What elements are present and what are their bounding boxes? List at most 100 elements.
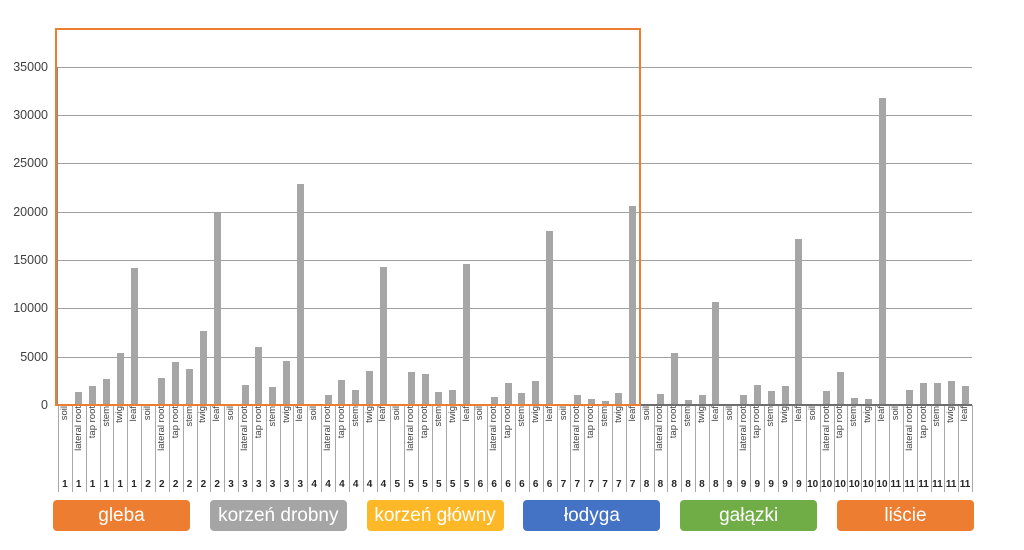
bar-4-lateral-root xyxy=(324,394,332,405)
tick-separator xyxy=(182,405,184,492)
tick-separator xyxy=(376,405,378,492)
y-axis-tick-label: 25000 xyxy=(13,156,48,171)
bar-5-leaf xyxy=(463,263,470,405)
bar-7-tap-root xyxy=(587,398,595,405)
group-number-label: 3 xyxy=(269,479,276,490)
bar-11-tap-root xyxy=(920,382,927,405)
tick-separator xyxy=(584,405,586,492)
group-number-label: 2 xyxy=(172,479,179,490)
y-axis-tick-label: 5000 xyxy=(20,349,48,364)
group-number-label: 6 xyxy=(505,479,511,490)
tick-separator xyxy=(916,405,918,492)
tick-separator xyxy=(639,405,641,492)
group-number-label: 8 xyxy=(685,479,691,490)
tick-separator xyxy=(459,405,461,492)
bar-2-twig xyxy=(199,330,207,405)
legend-item-lodyga: łodyga xyxy=(523,500,661,531)
bar-9-twig xyxy=(781,386,789,405)
x-tick-label: soil xyxy=(806,406,818,421)
x-tick-label: leaf xyxy=(792,406,804,422)
tick-separator xyxy=(251,405,253,492)
tick-separator xyxy=(348,405,350,492)
bar-10-lateral-root xyxy=(823,390,831,405)
tick-separator xyxy=(113,405,115,492)
tick-separator xyxy=(279,405,281,492)
x-tick-label: stem xyxy=(765,406,777,427)
bar-3-tap-root xyxy=(255,347,263,405)
group-number-label: 6 xyxy=(546,479,553,490)
x-tick-label: tap root xyxy=(252,406,264,439)
group-number-label: 2 xyxy=(186,479,193,490)
tick-separator xyxy=(902,405,904,492)
group-number-label: 1 xyxy=(62,479,68,490)
x-tick-label: lateral root xyxy=(903,406,915,451)
bar-3-stem xyxy=(269,386,277,405)
tick-separator xyxy=(930,405,932,492)
x-tick-label: tap root xyxy=(502,406,514,439)
x-tick-label: tap root xyxy=(419,406,430,439)
group-number-label: 10 xyxy=(834,479,846,490)
tick-separator xyxy=(653,405,655,492)
group-number-label: 1 xyxy=(131,479,137,490)
x-tick-label: leaf xyxy=(626,406,638,422)
bar-1-twig xyxy=(116,353,124,405)
x-tick-label: tap root xyxy=(834,406,846,439)
bar-8-lateral-root xyxy=(656,393,664,405)
x-tick-label: twig xyxy=(612,406,624,423)
group-number-label: 5 xyxy=(422,479,428,490)
gridline xyxy=(58,356,972,358)
gridline xyxy=(58,259,972,261)
x-tick-label: tap root xyxy=(585,406,597,439)
bar-5-lateral-root xyxy=(407,371,415,405)
x-tick-label: soil xyxy=(889,406,901,421)
x-tick-label: stem xyxy=(183,406,195,427)
x-tick-label: soil xyxy=(474,406,486,421)
x-tick-label: lateral root xyxy=(405,406,417,451)
highlight-rectangle xyxy=(55,28,641,406)
group-number-label: 11 xyxy=(904,479,915,490)
group-number-label: 4 xyxy=(380,479,387,490)
tick-separator xyxy=(71,405,73,492)
x-tick-label: twig xyxy=(779,406,790,423)
bar-7-leaf xyxy=(629,205,637,405)
x-tick-label: twig xyxy=(114,406,126,423)
tick-separator xyxy=(611,405,613,492)
bar-9-tap-root xyxy=(753,384,761,405)
tick-separator xyxy=(972,405,973,492)
tick-separator xyxy=(708,405,710,492)
bar-5-twig xyxy=(449,389,457,405)
y-axis-tick-label: 20000 xyxy=(13,204,48,219)
x-tick-label: stem xyxy=(515,406,527,427)
group-number-label: 10 xyxy=(876,479,888,490)
group-number-label: 3 xyxy=(256,479,262,490)
y-axis-tick-label: 10000 xyxy=(13,301,48,316)
tick-separator xyxy=(307,405,309,492)
bar-9-lateral-root xyxy=(740,394,747,405)
bar-2-leaf xyxy=(213,212,221,405)
tick-separator xyxy=(168,405,170,492)
bar-5-stem xyxy=(435,392,443,405)
bar-9-stem xyxy=(767,390,775,405)
tick-separator xyxy=(805,405,807,492)
bar-6-twig xyxy=(532,380,540,405)
group-number-label: 2 xyxy=(200,479,207,490)
tick-separator xyxy=(154,405,156,492)
group-number-label: 4 xyxy=(366,479,373,490)
tick-separator xyxy=(515,405,516,492)
gridline xyxy=(58,114,972,116)
x-tick-label: lateral root xyxy=(654,406,666,451)
tick-separator xyxy=(598,405,600,492)
tick-separator xyxy=(958,405,960,492)
x-tick-label: soil xyxy=(723,406,735,421)
tick-separator xyxy=(196,405,198,492)
x-tick-label: stem xyxy=(266,406,278,427)
group-number-label: 4 xyxy=(352,479,359,490)
group-number-label: 1 xyxy=(89,479,96,490)
group-number-label: 6 xyxy=(532,479,539,490)
group-number-label: 5 xyxy=(449,479,456,490)
chart-legend: gleba korzeń drobny korzeń główny łodyga gał… xyxy=(53,500,974,531)
x-tick-label: twig xyxy=(945,406,957,423)
group-number-label: 9 xyxy=(782,479,788,490)
tick-separator xyxy=(542,405,544,492)
gridline xyxy=(58,163,972,165)
